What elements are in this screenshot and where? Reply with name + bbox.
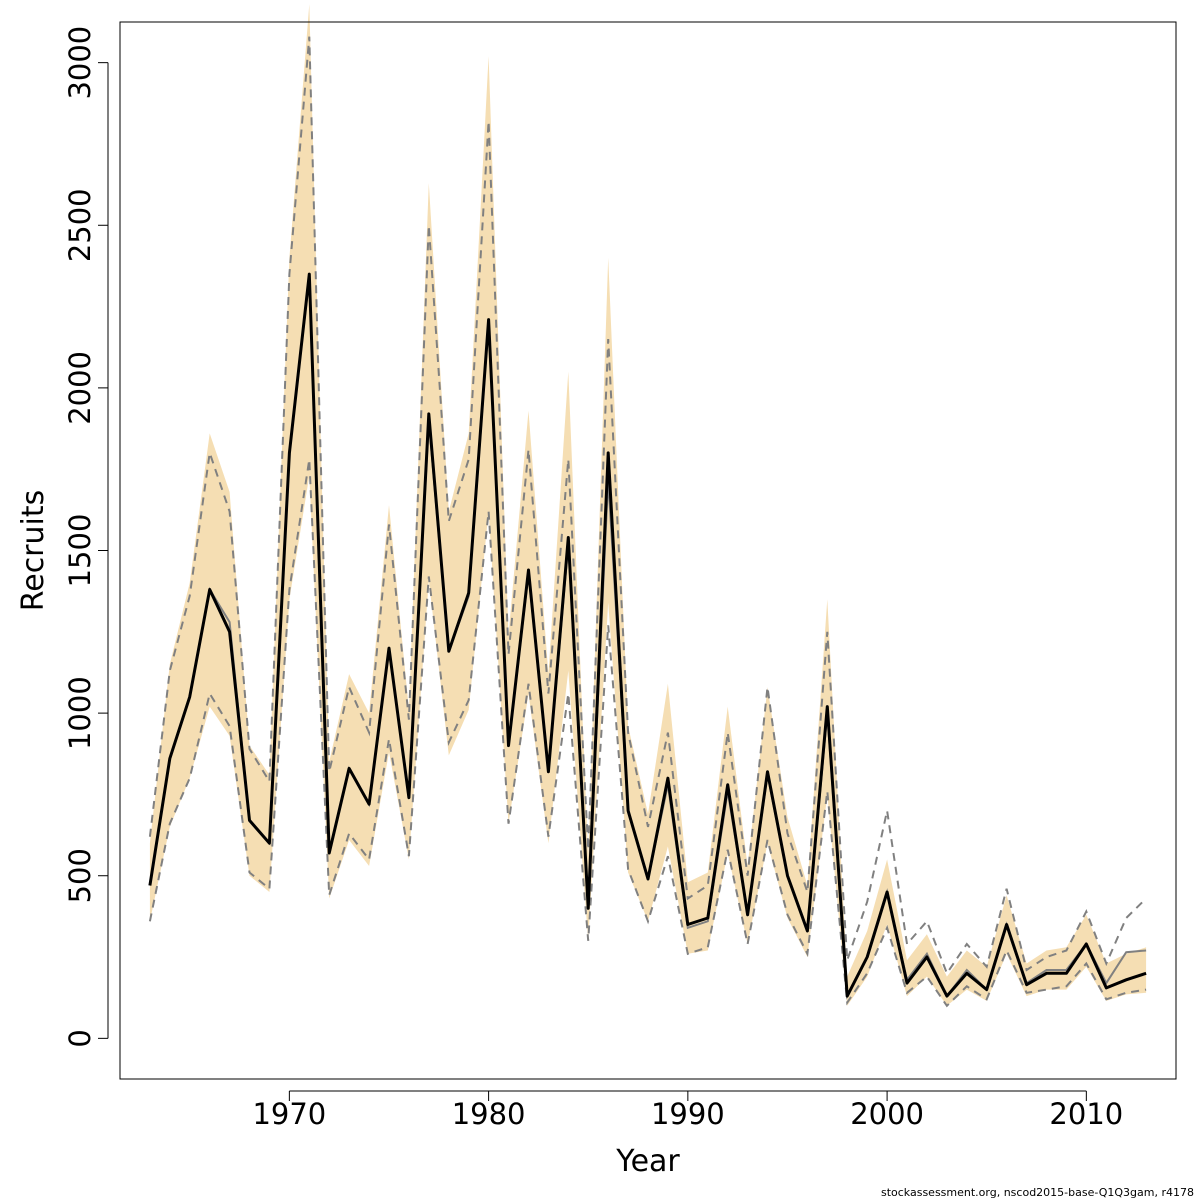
plot-frame [119,21,1177,1080]
y-tick-label: 1500 [63,514,97,588]
x-tick-label: 1970 [252,1097,326,1131]
x-tick-label: 2000 [850,1097,924,1131]
y-tick-label: 500 [63,848,97,903]
confidence-band-layer [149,4,1147,1006]
alternative-upper-line [148,36,1147,976]
axes-layer: 1970 1980 1990 2000 2010 0 500 1000 1500 2000 2500… [63,26,1123,1131]
recruits-estimate-line [148,272,1147,998]
y-tick-label: 1000 [63,676,97,750]
alternative-lower-line [148,459,1147,1008]
footnote: stockassessment.org, nscod2015-base-Q1Q3… [881,1186,1194,1199]
y-tick-label: 0 [63,1029,97,1047]
x-tick-label: 1980 [452,1097,526,1131]
confidence-band [149,4,1147,1006]
y-tick-label: 2000 [63,351,97,425]
x-tick-label: 2010 [1049,1097,1123,1131]
y-axis-title: Recruits [16,490,51,612]
x-tick-label: 1990 [651,1097,725,1131]
y-tick-label: 2500 [63,188,97,262]
series-line-layer [148,36,1147,1008]
y-tick-label: 3000 [63,26,97,100]
x-axis-title: Year [615,1144,680,1179]
